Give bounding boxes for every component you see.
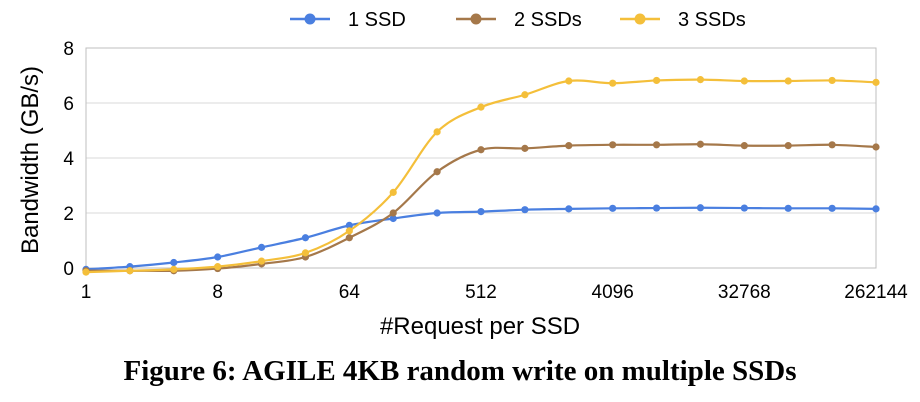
data-point	[565, 142, 573, 150]
data-point	[872, 143, 880, 151]
data-point	[433, 209, 441, 217]
bandwidth-line-chart: 0 2 4 6 8 1 8 64 512 4096 32768 262144 1 SSD 2 SSDs 3…	[17, 9, 908, 340]
data-point	[696, 76, 705, 84]
data-point	[170, 258, 178, 267]
data-point	[609, 79, 617, 87]
data-point	[740, 142, 748, 150]
data-point	[828, 204, 836, 212]
data-point	[170, 265, 178, 273]
data-point	[214, 253, 222, 261]
data-point	[345, 227, 353, 235]
y-axis-label: Bandwidth (GB/s)	[17, 66, 44, 254]
x-tick-label: 1	[81, 282, 92, 303]
y-tick-label: 6	[63, 94, 74, 115]
data-point	[872, 78, 880, 86]
data-point	[521, 144, 529, 152]
legend-label: 1 SSD	[348, 9, 406, 31]
data-point	[257, 257, 266, 265]
data-point	[828, 141, 836, 149]
data-point	[521, 206, 529, 214]
data-point	[257, 243, 266, 251]
data-point	[784, 77, 792, 85]
data-point	[345, 221, 353, 229]
data-point	[389, 188, 397, 196]
data-point	[389, 214, 397, 223]
data-point	[477, 103, 485, 111]
series-1-ssd	[82, 204, 880, 273]
data-point	[652, 76, 661, 85]
legend-label: 2 SSDs	[514, 9, 582, 31]
data-point	[784, 142, 792, 150]
x-tick-label: 8	[212, 282, 223, 303]
legend-swatch-marker	[634, 13, 646, 25]
x-axis-label: #Request per SSD	[380, 313, 580, 340]
legend-swatch-marker	[304, 13, 316, 25]
data-point	[609, 204, 617, 212]
tick-labels: 0 2 4 6 8 1 8 64 512 4096 32768 262144	[63, 39, 908, 303]
data-point	[433, 168, 441, 176]
x-tick-label: 512	[465, 282, 497, 303]
y-tick-label: 8	[63, 39, 74, 60]
data-point	[82, 268, 90, 276]
data-point	[828, 76, 836, 85]
legend: 1 SSD 2 SSDs 3 SSDs	[290, 9, 746, 31]
legend-item: 1 SSD	[290, 9, 406, 31]
data-point	[652, 141, 661, 149]
data-point	[609, 141, 617, 149]
data-point	[477, 208, 485, 216]
legend-swatch-marker	[470, 13, 482, 25]
data-point	[872, 205, 880, 213]
data-point	[696, 204, 705, 212]
data-point	[126, 267, 134, 275]
data-point	[477, 146, 485, 154]
plot-frame	[85, 47, 877, 269]
data-point	[389, 209, 397, 217]
data-point	[301, 234, 310, 242]
y-tick-label: 2	[63, 204, 74, 225]
x-tick-label: 32768	[718, 282, 771, 303]
data-point	[521, 91, 529, 99]
data-point	[784, 204, 792, 212]
data-point	[652, 204, 661, 212]
data-point	[565, 77, 573, 85]
series-3-ssds	[82, 76, 880, 276]
legend-item: 2 SSDs	[456, 9, 582, 31]
data-point	[740, 204, 748, 212]
data-point	[740, 77, 748, 85]
x-tick-label: 262144	[844, 282, 908, 303]
data-point	[696, 140, 705, 148]
x-tick-label: 4096	[592, 282, 634, 303]
figure-caption: Figure 6: AGILE 4KB random write on mult…	[123, 355, 797, 387]
x-tick-label: 64	[339, 282, 361, 303]
legend-item: 3 SSDs	[620, 9, 746, 31]
y-tick-label: 4	[63, 149, 74, 170]
data-point	[301, 249, 310, 257]
data-point	[433, 128, 441, 136]
legend-label: 3 SSDs	[678, 9, 746, 31]
data-point	[345, 234, 353, 242]
series-layer	[82, 76, 880, 276]
data-point	[214, 263, 222, 271]
data-point	[565, 205, 573, 213]
y-tick-label: 0	[63, 259, 74, 280]
series-line	[85, 206, 877, 271]
axes	[85, 47, 877, 269]
